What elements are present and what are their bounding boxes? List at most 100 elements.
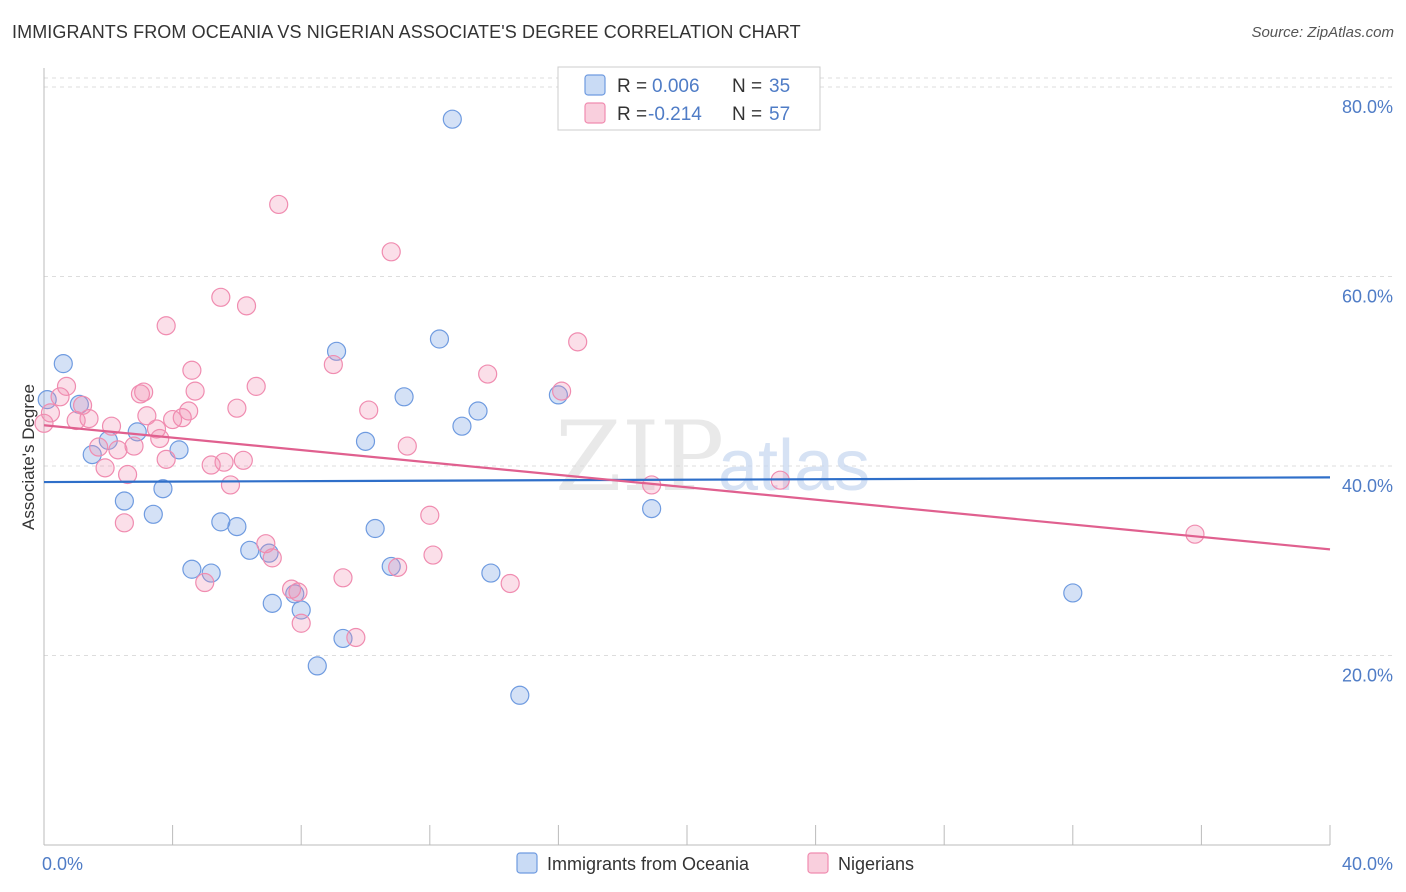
legend-r-label-1: R =	[617, 76, 647, 97]
legend-n-value-2: 57	[769, 104, 790, 125]
point-nigerians	[333, 568, 353, 588]
chart-title: IMMIGRANTS FROM OCEANIA VS NIGERIAN ASSO…	[12, 22, 801, 42]
point-nigerians	[288, 582, 308, 602]
x-tick-label-min: 0.0%	[42, 854, 83, 874]
point-nigerians	[137, 406, 157, 426]
series-legend-label-oceania: Immigrants from Oceania	[547, 854, 750, 874]
point-nigerians	[185, 381, 205, 401]
point-nigerians	[552, 381, 572, 401]
point-nigerians	[134, 382, 154, 402]
point-oceania	[452, 416, 472, 436]
point-oceania	[201, 563, 221, 583]
point-nigerians	[130, 384, 151, 404]
legend-swatch-oceania	[584, 74, 606, 96]
point-oceania	[365, 518, 385, 539]
point-nigerians	[346, 627, 366, 648]
point-oceania	[211, 512, 231, 532]
point-oceania	[127, 422, 147, 442]
point-nigerians	[156, 316, 176, 336]
y-tick-label: 80.0%	[1342, 97, 1393, 117]
point-nigerians	[40, 403, 61, 423]
point-nigerians	[397, 436, 417, 456]
watermark: ZIP atlas	[555, 401, 870, 513]
point-oceania	[1063, 583, 1083, 603]
point-nigerians	[420, 505, 440, 525]
point-nigerians	[227, 398, 247, 418]
point-oceania	[262, 593, 282, 613]
point-oceania	[307, 656, 327, 676]
point-nigerians	[124, 436, 144, 456]
point-nigerians	[568, 332, 588, 352]
y-tick-label: 40.0%	[1342, 476, 1393, 496]
point-oceania	[429, 329, 450, 349]
point-nigerians	[117, 464, 138, 485]
point-nigerians	[236, 296, 257, 316]
series-legend-swatch-nigerians	[807, 852, 829, 874]
legend-n-label-2: N =	[732, 104, 762, 125]
y-axis-title: Associate's Degree	[19, 384, 38, 530]
point-nigerians	[182, 360, 202, 380]
point-nigerians	[34, 413, 54, 433]
point-oceania	[240, 540, 260, 560]
point-nigerians	[359, 400, 379, 420]
point-nigerians	[246, 376, 266, 396]
tick-labels: 20.0% 40.0% 60.0% 80.0% 0.0% 40.0%	[42, 97, 1393, 874]
point-nigerians	[56, 376, 77, 396]
point-oceania	[442, 109, 462, 129]
point-oceania	[169, 440, 189, 460]
point-oceania	[143, 504, 163, 524]
point-nigerians	[150, 428, 170, 449]
point-oceania	[481, 563, 501, 583]
point-oceania	[510, 685, 530, 705]
point-oceania	[468, 401, 488, 421]
point-oceania	[548, 385, 569, 405]
point-oceania	[153, 479, 173, 499]
point-nigerians	[388, 557, 408, 577]
y-tick-label: 60.0%	[1342, 286, 1393, 306]
legend-r-label-2: R =	[617, 104, 647, 125]
point-nigerians	[323, 354, 343, 375]
point-nigerians	[108, 440, 128, 460]
trend-line-nigerians	[43, 424, 1331, 551]
x-tick-label-max: 40.0%	[1342, 854, 1393, 874]
point-oceania	[355, 431, 376, 451]
point-nigerians	[195, 572, 215, 593]
legend-swatch-nigerians	[584, 102, 606, 124]
axes	[43, 68, 1331, 846]
series-legend-swatch-oceania	[516, 852, 538, 874]
point-oceania	[182, 559, 202, 579]
legend-r-value-1: 0.006	[652, 76, 700, 97]
point-oceania	[394, 387, 414, 407]
point-nigerians	[269, 194, 289, 215]
point-nigerians	[423, 545, 443, 565]
point-nigerians	[1185, 524, 1205, 544]
point-nigerians	[262, 548, 282, 568]
point-nigerians	[220, 475, 241, 495]
source-label: Source: ZipAtlas.com	[1251, 24, 1394, 41]
point-nigerians	[114, 513, 134, 533]
point-nigerians	[500, 573, 520, 594]
stats-legend: R = 0.006 N = 35 R = -0.214 N = 57	[557, 66, 821, 131]
point-nigerians	[50, 387, 70, 407]
point-nigerians	[478, 364, 498, 384]
point-oceania	[227, 517, 247, 537]
trend-line-oceania	[43, 476, 1331, 484]
point-oceania	[82, 445, 102, 465]
point-nigerians	[381, 242, 401, 262]
point-oceania	[114, 491, 134, 511]
data-points	[34, 109, 1205, 705]
point-nigerians	[156, 449, 176, 469]
point-nigerians	[211, 287, 231, 307]
point-oceania	[642, 499, 662, 519]
point-oceania	[381, 556, 401, 577]
point-nigerians	[256, 534, 276, 554]
point-oceania	[53, 354, 73, 374]
legend-n-label-1: N =	[732, 76, 762, 97]
legend-r-value-2: -0.214	[648, 104, 702, 125]
point-nigerians	[95, 458, 115, 478]
grid-lines	[44, 77, 1392, 656]
point-nigerians	[214, 452, 234, 472]
watermark-zip: ZIP	[555, 401, 724, 513]
watermark-atlas: atlas	[718, 426, 870, 506]
